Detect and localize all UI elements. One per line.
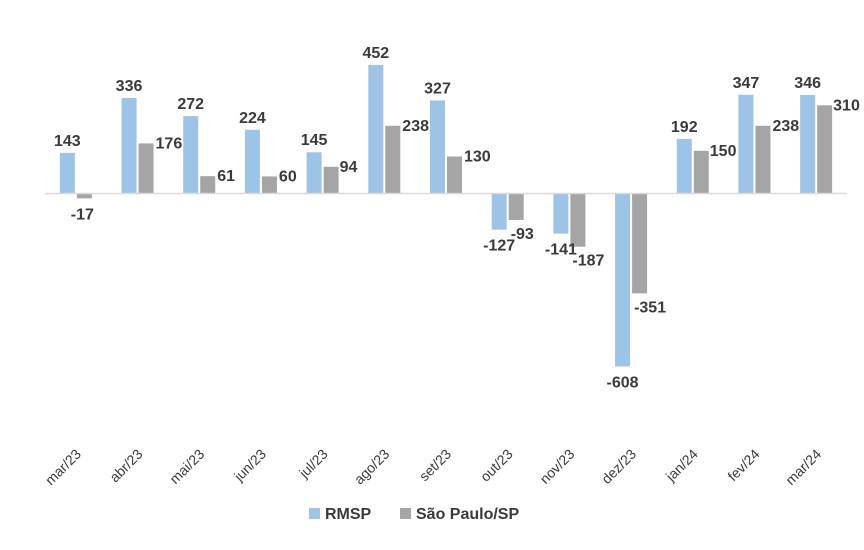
data-label-sao-paulo: 310 — [833, 97, 860, 114]
bar-rmsp-dez-23 — [615, 193, 631, 367]
legend-label-sao-paulo: São Paulo/SP — [416, 506, 519, 523]
data-label-rmsp: -127 — [483, 238, 515, 255]
data-label-rmsp: 347 — [733, 75, 760, 92]
data-label-rmsp: 272 — [177, 96, 204, 113]
legend-label-rmsp: RMSP — [325, 506, 372, 523]
legend: RMSP São Paulo/SP — [309, 506, 519, 523]
bar-sao-paulo-abr-23 — [138, 143, 154, 194]
legend-swatch-sao-paulo — [400, 508, 411, 519]
x-tick-label: set/23 — [416, 446, 454, 484]
x-tick-label: jun/23 — [230, 446, 269, 485]
bar-sao-paulo-out-23 — [508, 193, 524, 220]
data-label-sao-paulo: -93 — [511, 226, 534, 243]
bar-sao-paulo-dez-23 — [632, 193, 648, 294]
x-tick-label: abr/23 — [106, 446, 146, 486]
x-tick-label: mar/24 — [782, 446, 824, 488]
data-label-sao-paulo: -187 — [572, 253, 604, 270]
data-label-sao-paulo: 176 — [156, 135, 183, 152]
bar-rmsp-jun-23 — [244, 129, 260, 194]
bar-sao-paulo-mar-23 — [76, 193, 92, 199]
bar-rmsp-mai-23 — [183, 116, 199, 194]
data-label-rmsp: 452 — [362, 45, 389, 62]
x-tick-label: out/23 — [477, 446, 516, 485]
bar-rmsp-set-23 — [430, 100, 445, 194]
data-label-sao-paulo: 238 — [772, 118, 799, 135]
x-tick-label: fev/24 — [724, 446, 762, 484]
data-label-rmsp: 224 — [239, 110, 266, 127]
bar-rmsp-out-23 — [491, 193, 507, 230]
bar-rmsp-mar-23 — [59, 152, 75, 194]
bar-sao-paulo-jan-24 — [693, 150, 709, 194]
bar-sao-paulo-mar-24 — [817, 105, 833, 194]
data-label-rmsp: 145 — [301, 132, 328, 149]
data-label-rmsp: 336 — [116, 78, 143, 95]
x-tick-labels-group: mar/23 abr/23 mai/23 jun/23 jul/23 ago/23 set/… — [42, 446, 825, 488]
data-label-sao-paulo: 94 — [340, 159, 358, 176]
data-label-rmsp: -608 — [607, 374, 639, 391]
bar-sao-paulo-set-23 — [447, 156, 462, 194]
data-label-sao-paulo: 60 — [279, 168, 297, 185]
data-label-sao-paulo: 150 — [710, 143, 737, 160]
bar-sao-paulo-mai-23 — [200, 176, 216, 194]
bar-rmsp-jan-24 — [676, 138, 692, 194]
data-label-sao-paulo: 61 — [217, 168, 235, 185]
data-label-sao-paulo: 130 — [464, 149, 491, 166]
data-label-rmsp: -141 — [545, 242, 577, 259]
data-labels-group: 143 -17 336 176 272 61 224 60 145 94 452 238 327 130 -… — [54, 45, 860, 392]
bar-sao-paulo-jul-23 — [323, 166, 339, 194]
x-tick-label: dez/23 — [598, 446, 639, 487]
bar-rmsp-mar-24 — [800, 95, 816, 194]
bar-rmsp-nov-23 — [553, 193, 569, 234]
bar-sao-paulo-fev-24 — [755, 125, 771, 194]
data-label-sao-paulo: -17 — [71, 206, 94, 223]
legend-swatch-rmsp — [309, 508, 320, 519]
data-label-sao-paulo: -351 — [634, 299, 666, 316]
x-tick-label: mai/23 — [166, 446, 207, 487]
x-tick-label: mar/23 — [42, 446, 84, 488]
x-tick-label: nov/23 — [536, 446, 577, 487]
bar-rmsp-fev-24 — [738, 94, 754, 194]
x-tick-label: jul/23 — [295, 446, 331, 482]
bars-group — [59, 64, 833, 367]
data-label-rmsp: 346 — [794, 75, 821, 92]
data-label-rmsp: 143 — [54, 133, 81, 150]
bar-sao-paulo-jun-23 — [261, 176, 277, 194]
data-label-rmsp: 327 — [424, 80, 451, 97]
x-tick-label: ago/23 — [351, 446, 393, 488]
bar-rmsp-ago-23 — [368, 64, 384, 194]
data-label-sao-paulo: 238 — [402, 118, 429, 135]
data-label-rmsp: 192 — [671, 119, 698, 136]
bar-sao-paulo-ago-23 — [385, 125, 401, 194]
bar-sao-paulo-nov-23 — [570, 193, 586, 247]
x-tick-label: jan/24 — [662, 446, 701, 485]
bar-rmsp-abr-23 — [121, 97, 137, 194]
bar-rmsp-jul-23 — [306, 152, 322, 194]
